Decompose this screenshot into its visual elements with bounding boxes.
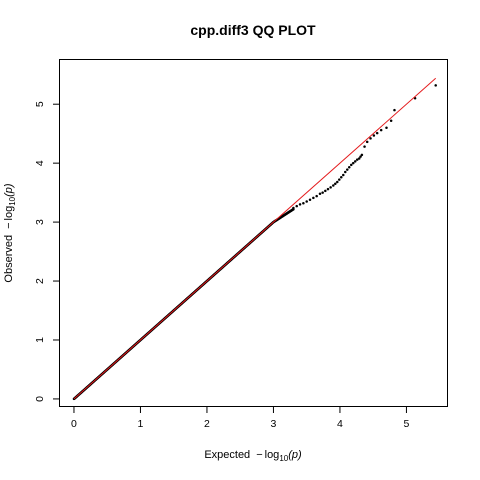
y-axis-label: Observed −log10(p) — [3, 183, 17, 283]
y-axis-label-prefix: Observed — [3, 235, 15, 283]
qq-point — [298, 203, 302, 206]
plot-frame — [59, 59, 448, 407]
qq-point — [302, 201, 305, 205]
data-points-layer — [72, 84, 437, 401]
x-tick-label: 1 — [138, 418, 144, 430]
x-tick-label: 0 — [71, 418, 77, 430]
qq-point — [308, 198, 312, 201]
qq-point — [369, 137, 372, 140]
qq-point — [318, 192, 322, 196]
qq-point — [346, 168, 349, 171]
qq-point — [340, 176, 343, 179]
qq-point — [336, 180, 339, 184]
qq-point — [353, 160, 357, 163]
qq-point — [344, 170, 347, 174]
reference-line — [73, 77, 437, 400]
chart-title: cpp.diff3 QQ PLOT — [190, 22, 316, 38]
qq-point — [338, 178, 341, 181]
qq-point — [315, 194, 318, 198]
qq-point — [348, 166, 351, 169]
y-tick-label: 4 — [34, 160, 46, 166]
qq-point — [292, 206, 295, 210]
x-tick-label: 2 — [204, 418, 210, 430]
y-axis-label-arg: (p) — [3, 183, 15, 197]
y-axis: 0 1 2 3 4 5 — [34, 101, 60, 402]
qq-point — [355, 158, 359, 161]
qq-point — [365, 140, 369, 144]
x-axis-label-arg: (p) — [288, 449, 302, 461]
qq-point — [305, 200, 308, 203]
x-axis-label-neg: − — [256, 449, 262, 461]
qq-point — [389, 119, 393, 122]
y-axis-label-sub: 10 — [8, 196, 17, 205]
x-tick-label: 5 — [404, 418, 410, 430]
qq-point — [351, 161, 355, 165]
qq-point — [334, 182, 337, 186]
qq-point — [385, 126, 388, 130]
qq-point — [372, 134, 376, 137]
y-tick-label: 2 — [34, 278, 46, 284]
reference-line-layer — [73, 77, 437, 400]
qq-point — [332, 184, 335, 187]
x-axis: 0 1 2 3 4 5 — [71, 406, 410, 430]
qq-point — [295, 204, 298, 208]
qq-point — [329, 186, 332, 189]
y-axis-label-neg: − — [3, 222, 15, 228]
x-axis-label-sub: 10 — [279, 454, 288, 463]
qq-point — [350, 163, 353, 167]
qq-point — [312, 196, 315, 200]
qq-point — [321, 191, 324, 194]
qq-point — [342, 173, 345, 177]
x-tick-label: 4 — [337, 418, 343, 430]
qq-point — [360, 153, 364, 157]
x-axis-label: Expected − log10(p) — [204, 449, 302, 463]
y-tick-label: 0 — [34, 396, 46, 402]
y-tick-label: 3 — [34, 219, 46, 225]
qq-point — [434, 84, 437, 87]
y-axis-label-log: log — [3, 206, 15, 221]
qq-point — [326, 187, 330, 191]
qq-point — [359, 155, 362, 158]
qq-point — [324, 189, 327, 193]
qq-point — [393, 108, 396, 112]
x-axis-label-prefix: Expected — [204, 449, 250, 461]
qq-point — [375, 131, 379, 135]
x-axis-label-log: log — [265, 449, 280, 461]
y-tick-label: 1 — [34, 337, 46, 343]
qq-point — [379, 128, 383, 132]
y-tick-label: 5 — [34, 101, 46, 107]
qq-point — [363, 145, 366, 148]
qq-point — [357, 157, 361, 160]
x-tick-label: 3 — [271, 418, 277, 430]
